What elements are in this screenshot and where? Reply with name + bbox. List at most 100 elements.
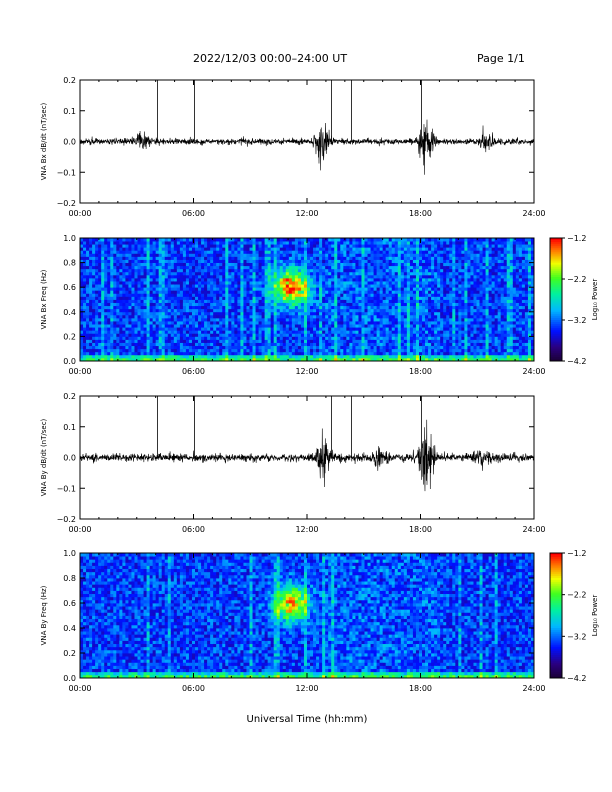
spectrogram-cell xyxy=(237,259,241,263)
spectrogram-cell xyxy=(322,354,326,359)
spectrogram-cell xyxy=(101,357,105,362)
spectrogram-cell xyxy=(201,290,205,294)
spectrogram-cell xyxy=(364,259,368,263)
spectrogram-cell xyxy=(228,339,232,343)
spectrogram-cell xyxy=(288,238,293,242)
spectrogram-cell xyxy=(255,271,259,276)
spectrogram-cell xyxy=(164,259,169,263)
spectrogram-cell xyxy=(376,241,381,245)
spectrogram-cell xyxy=(219,290,223,294)
spectrogram-cell xyxy=(252,293,256,297)
spectrogram-cell xyxy=(385,302,390,307)
spectrogram-cell xyxy=(297,287,302,291)
spectrogram-cell xyxy=(355,317,359,322)
spectrogram-cell xyxy=(406,339,411,343)
spectrogram-cell xyxy=(367,357,371,362)
spectrogram-cell xyxy=(80,241,84,245)
spectrogram-cell xyxy=(231,250,235,254)
spectrogram-cell xyxy=(89,311,93,316)
spectrogram-cell xyxy=(297,327,302,331)
spectrogram-cell xyxy=(155,357,160,362)
spectrogram-cell xyxy=(294,302,299,307)
spectrogram-cell xyxy=(291,348,296,353)
spectrogram-cell xyxy=(325,330,329,334)
spectrogram-cell xyxy=(222,241,226,245)
spectrogram-cell xyxy=(95,253,99,257)
spectrogram-cell xyxy=(191,256,196,260)
spectrogram-cell xyxy=(134,317,138,322)
spectrogram-cell xyxy=(137,281,141,285)
spectrogram-cell xyxy=(273,336,278,340)
spectrogram-cell xyxy=(116,253,120,257)
spectrogram-cell xyxy=(167,354,172,359)
spectrogram-cell xyxy=(437,348,441,353)
spectrogram-cell xyxy=(234,271,238,276)
spectrogram-cell xyxy=(188,351,193,356)
spectrogram-cell xyxy=(273,302,278,307)
spectrogram-cell xyxy=(243,244,247,248)
spectrogram-cell xyxy=(415,256,420,260)
spectrogram-cell xyxy=(216,351,220,356)
spectrogram-cell xyxy=(443,351,447,356)
spectrogram-cell xyxy=(95,265,99,270)
spectrogram-cell xyxy=(237,268,241,273)
spectrogram-cell xyxy=(170,339,175,343)
spectrogram-cell xyxy=(310,293,314,297)
spectrogram-cell xyxy=(185,296,190,300)
spectrogram-cell xyxy=(134,354,138,359)
spectrogram-cell xyxy=(273,253,278,257)
spectrogram-cell xyxy=(198,287,202,291)
spectrogram-cell xyxy=(131,339,135,343)
spectrogram-cell xyxy=(113,274,117,279)
spectrogram-cell xyxy=(316,333,320,337)
spectrogram-cell xyxy=(216,324,220,328)
spectrogram-cell xyxy=(222,354,226,359)
spectrogram-cell xyxy=(418,308,423,313)
spectrogram-cell xyxy=(349,317,353,322)
spectrogram-cell xyxy=(198,354,202,359)
spectrogram-cell xyxy=(400,277,405,282)
spectrogram-cell xyxy=(161,253,166,257)
spectrogram-cell xyxy=(397,330,402,334)
spectrogram-cell xyxy=(152,250,157,254)
spectrogram-cell xyxy=(86,348,90,353)
spectrogram-cell xyxy=(140,333,144,337)
spectrogram-cell xyxy=(131,330,135,334)
spectrogram-cell xyxy=(188,311,193,316)
spectrogram-cell xyxy=(83,357,87,362)
spectrogram-cell xyxy=(128,265,132,270)
spectrogram-cell xyxy=(164,354,169,359)
spectrogram-cell xyxy=(243,348,247,353)
spectrogram-cell xyxy=(107,314,111,319)
spectrogram-cell xyxy=(198,299,202,303)
spectrogram-cell xyxy=(116,330,120,334)
spectrogram-cell xyxy=(131,354,135,359)
spectrogram-cell xyxy=(173,253,178,257)
spectrogram-cell xyxy=(343,342,347,347)
spectrogram-cell xyxy=(406,302,411,307)
spectrogram-cell xyxy=(394,336,399,340)
spectrogram-cell xyxy=(158,330,163,334)
spectrogram-cell xyxy=(83,293,87,297)
spectrogram-cell xyxy=(86,274,90,279)
spectrogram-cell xyxy=(358,357,362,362)
spectrogram-cell xyxy=(310,342,314,347)
spectrogram-cell xyxy=(246,330,250,334)
spectrogram-cell xyxy=(406,317,411,322)
spectrogram-cell xyxy=(346,345,350,350)
spectrogram-cell xyxy=(328,296,332,300)
spectrogram-cell xyxy=(382,281,387,285)
spectrogram-cell xyxy=(107,299,111,303)
spectrogram-cell xyxy=(343,259,347,263)
spectrogram-cell xyxy=(249,256,253,260)
spectrogram-cell xyxy=(303,256,308,260)
spectrogram-cell xyxy=(176,357,181,362)
spectrogram-cell xyxy=(358,348,362,353)
spectrogram-cell xyxy=(358,265,362,270)
spectrogram-cell xyxy=(213,271,217,276)
spectrogram-cell xyxy=(346,268,350,273)
spectrogram-cell xyxy=(291,262,296,267)
spectrogram-cell xyxy=(155,311,160,316)
spectrogram-cell xyxy=(201,311,205,316)
spectrogram-cell xyxy=(228,253,232,257)
